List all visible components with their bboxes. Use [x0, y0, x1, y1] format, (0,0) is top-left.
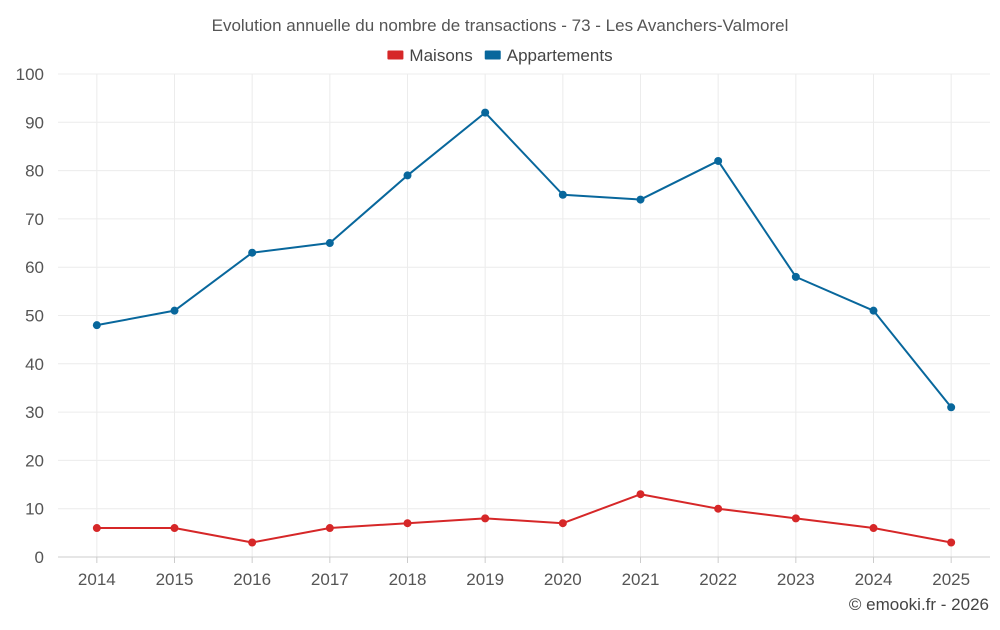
legend-swatch-appartements [484, 50, 501, 60]
x-tick-label-2014: 2014 [78, 570, 116, 589]
x-tick-label-2021: 2021 [622, 570, 660, 589]
y-tick-label-100: 100 [16, 65, 44, 84]
y-tick-label-40: 40 [25, 355, 44, 374]
y-tick-label-0: 0 [35, 548, 44, 567]
data-point-maisons-2016 [248, 538, 257, 547]
x-tick-label-2023: 2023 [777, 570, 815, 589]
y-tick-label-60: 60 [25, 258, 44, 277]
data-point-appartements-2025 [947, 403, 956, 412]
x-tick-label-2016: 2016 [233, 570, 271, 589]
data-point-appartements-2023 [791, 272, 800, 281]
data-point-appartements-2017 [325, 239, 334, 248]
y-tick-label-80: 80 [25, 162, 44, 181]
y-tick-label-70: 70 [25, 210, 44, 229]
x-tick-label-2020: 2020 [544, 570, 582, 589]
x-tick-label-2022: 2022 [699, 570, 737, 589]
data-point-maisons-2025 [947, 538, 956, 547]
data-point-maisons-2022 [714, 504, 723, 513]
x-tick-label-2024: 2024 [855, 570, 893, 589]
y-tick-label-50: 50 [25, 307, 44, 326]
legend-label-maisons: Maisons [409, 46, 472, 65]
data-point-appartements-2018 [403, 171, 412, 180]
data-point-appartements-2014 [92, 321, 101, 330]
x-tick-label-2019: 2019 [466, 570, 504, 589]
data-point-appartements-2016 [248, 248, 257, 257]
data-point-appartements-2021 [636, 195, 645, 204]
y-tick-label-20: 20 [25, 451, 44, 470]
data-point-maisons-2024 [869, 524, 878, 533]
data-point-maisons-2023 [791, 514, 800, 523]
x-tick-label-2025: 2025 [932, 570, 970, 589]
data-point-maisons-2017 [325, 524, 334, 533]
y-tick-label-30: 30 [25, 403, 44, 422]
x-tick-label-2017: 2017 [311, 570, 349, 589]
grid [58, 73, 990, 557]
data-point-appartements-2020 [558, 190, 567, 199]
series-line-maisons [96, 493, 952, 544]
legend-label-appartements: Appartements [507, 46, 613, 65]
data-point-appartements-2019 [481, 108, 490, 117]
x-tick-label-2015: 2015 [156, 570, 194, 589]
chart-title: Evolution annuelle du nombre de transact… [212, 16, 789, 35]
data-point-maisons-2019 [481, 514, 490, 523]
axes: 0 10 20 30 40 50 60 70 80 90 100 2014 2015 2016 2017 20… [16, 65, 990, 589]
x-tick-label-2018: 2018 [389, 570, 427, 589]
data-point-appartements-2015 [170, 306, 179, 315]
data-point-appartements-2024 [869, 306, 878, 315]
legend-swatch-maisons [387, 50, 404, 60]
data-point-appartements-2022 [714, 156, 723, 165]
series-line-appartements [96, 111, 952, 408]
y-tick-label-10: 10 [25, 500, 44, 519]
series-layer [92, 108, 956, 547]
y-tick-label-90: 90 [25, 113, 44, 132]
data-point-maisons-2020 [558, 519, 567, 528]
data-point-maisons-2015 [170, 524, 179, 533]
data-point-maisons-2021 [636, 490, 645, 499]
credit-text: © emooki.fr - 2026 [849, 595, 989, 614]
legend: Maisons Appartements [387, 46, 613, 65]
data-point-maisons-2018 [403, 519, 412, 528]
data-point-maisons-2014 [92, 524, 101, 533]
